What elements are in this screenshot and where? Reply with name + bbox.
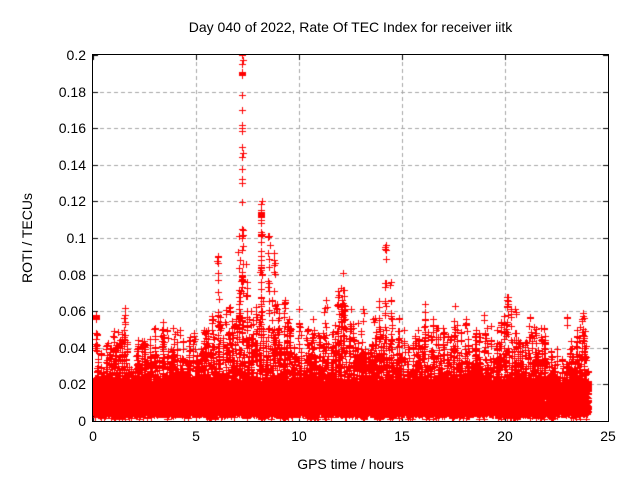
x-tick-label: 10 [291, 428, 307, 444]
x-tick-label: 0 [89, 428, 97, 444]
y-tick-label: 0.14 [58, 156, 86, 173]
x-tick-label: 25 [600, 428, 616, 444]
chart-title: Day 040 of 2022, Rate Of TEC Index for r… [188, 19, 513, 35]
plot-frame [92, 54, 609, 422]
x-axis-label: GPS time / hours [297, 456, 404, 472]
y-tick-label: 0.18 [58, 83, 86, 100]
y-tick-label: 0.08 [58, 266, 86, 283]
y-tick-label: 0.04 [58, 339, 86, 356]
y-tick-label: 0.02 [58, 376, 86, 393]
x-tick-label: 15 [394, 428, 410, 444]
x-tick-label: 20 [497, 428, 513, 444]
x-tick-label: 5 [192, 428, 200, 444]
y-tick-label: 0.12 [58, 193, 86, 210]
y-tick-label: 0 [78, 413, 86, 429]
y-tick-label: 0.1 [66, 230, 86, 246]
y-tick-label: 0.06 [58, 303, 86, 320]
y-tick-label: 0.16 [58, 120, 86, 137]
plot-canvas [93, 55, 608, 421]
y-tick-label: 0.2 [66, 47, 86, 63]
